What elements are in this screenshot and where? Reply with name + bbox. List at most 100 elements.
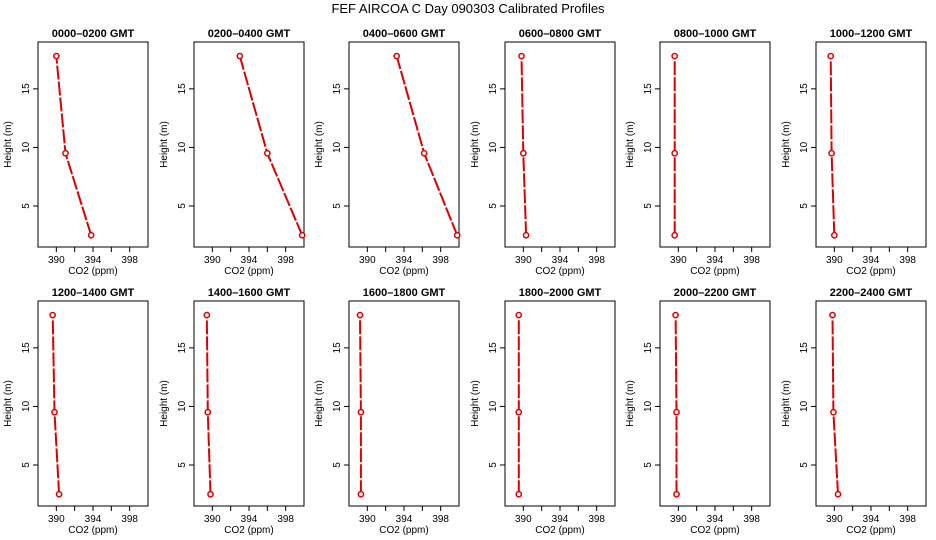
x-tick-label: 390 (670, 514, 687, 525)
y-tick-label: 5 (177, 462, 188, 468)
x-tick-label: 390 (515, 514, 532, 525)
x-tick-label: 398 (899, 514, 916, 525)
data-point (55, 490, 63, 498)
profile-line (829, 56, 836, 236)
y-axis-label: Height (m) (625, 380, 636, 427)
profile-line (395, 55, 459, 236)
chart-panel: 1600–1800 GMT 390 394 398 5 10 15 CO2 (ppm) Heig… (314, 287, 460, 536)
profile-line (238, 55, 304, 236)
x-tick-label: 394 (241, 514, 258, 525)
y-tick-label: 5 (332, 462, 343, 468)
x-axis-label: CO2 (ppm) (690, 525, 739, 536)
chart-panel: 0800–1000 GMT 390 394 398 5 10 15 CO2 (ppm) Heig… (625, 28, 771, 277)
y-tick-label: 5 (21, 462, 32, 468)
data-point (671, 231, 679, 239)
x-tick-label: 398 (588, 255, 605, 266)
data-point (828, 149, 835, 157)
data-point (519, 149, 527, 157)
x-tick-label: 398 (743, 255, 760, 266)
profile-line (520, 56, 528, 236)
y-tick-label: 5 (799, 462, 810, 468)
chart-panel: 1200–1400 GMT 390 394 398 5 10 15 CO2 (ppm) Heig… (3, 287, 149, 536)
figure-title: FEF AIRCOA C Day 090303 Calibrated Profi… (331, 1, 605, 16)
x-axis-label: CO2 (ppm) (846, 525, 895, 536)
data-point (62, 149, 69, 157)
panel-title: 0200–0400 GMT (208, 28, 291, 40)
x-tick-label: 398 (277, 514, 294, 525)
x-axis-label: CO2 (ppm) (379, 525, 428, 536)
data-point (515, 490, 523, 498)
profile-line (205, 315, 212, 495)
y-tick-label: 15 (799, 83, 810, 95)
x-tick-label: 394 (552, 255, 569, 266)
x-tick-label: 398 (588, 514, 605, 525)
data-point (673, 490, 680, 498)
x-axis-label: CO2 (ppm) (379, 266, 428, 277)
profile-line (674, 315, 678, 495)
y-axis-label: Height (m) (159, 380, 170, 427)
y-tick-label: 15 (21, 83, 32, 95)
panel-title: 0600–0800 GMT (519, 28, 602, 40)
panel-title: 0800–1000 GMT (674, 28, 757, 40)
y-tick-label: 15 (177, 342, 188, 354)
y-tick-label: 5 (643, 462, 654, 468)
y-tick-label: 10 (799, 400, 810, 412)
data-point (673, 408, 680, 416)
panel-title: 1800–2000 GMT (519, 287, 602, 299)
data-point (87, 231, 95, 239)
y-tick-label: 10 (643, 400, 654, 412)
x-tick-label: 390 (826, 255, 843, 266)
x-tick-label: 390 (826, 514, 843, 525)
plot-frame (37, 41, 149, 248)
y-axis-label: Height (m) (470, 121, 481, 168)
x-axis-label: CO2 (ppm) (224, 525, 273, 536)
data-point (356, 311, 364, 319)
chart-panel: 2200–2400 GMT 390 394 398 5 10 15 CO2 (ppm) Heig… (781, 287, 927, 536)
data-point (203, 311, 211, 319)
panel-title: 0400–0600 GMT (363, 28, 446, 40)
x-axis-label: CO2 (ppm) (68, 525, 117, 536)
plot-frame (348, 300, 460, 507)
data-point (453, 231, 461, 239)
data-point (672, 311, 679, 319)
x-tick-label: 390 (204, 255, 221, 266)
panel-title: 1200–1400 GMT (52, 287, 135, 299)
data-point (522, 231, 530, 239)
x-tick-label: 390 (204, 514, 221, 525)
y-axis-label: Height (m) (159, 121, 170, 168)
data-point (263, 149, 271, 157)
panel-title: 2200–2400 GMT (830, 287, 913, 299)
y-tick-label: 5 (332, 203, 343, 209)
panel-title: 1000–1200 GMT (830, 28, 913, 40)
data-point (671, 149, 679, 157)
y-tick-label: 15 (177, 83, 188, 95)
data-point (830, 231, 838, 239)
y-axis-label: Height (m) (470, 380, 481, 427)
y-tick-label: 10 (177, 141, 188, 153)
y-axis-label: Height (m) (781, 380, 792, 427)
x-tick-label: 394 (85, 514, 102, 525)
y-tick-label: 10 (643, 141, 654, 153)
y-tick-label: 5 (488, 462, 499, 468)
data-point (393, 52, 401, 60)
x-tick-label: 398 (432, 514, 449, 525)
data-point (207, 490, 214, 498)
x-tick-label: 394 (241, 255, 258, 266)
x-tick-label: 394 (863, 255, 880, 266)
chart-panel: 1000–1200 GMT 390 394 398 5 10 15 CO2 (ppm) Heig… (781, 28, 927, 277)
profile-line (359, 315, 362, 495)
y-axis-label: Height (m) (314, 380, 325, 427)
y-tick-label: 5 (488, 203, 499, 209)
chart-panel: 1400–1600 GMT 390 394 398 5 10 15 CO2 (ppm) Heig… (159, 287, 305, 536)
x-tick-label: 398 (899, 255, 916, 266)
y-tick-label: 10 (177, 400, 188, 412)
y-axis-label: Height (m) (3, 121, 14, 168)
data-point (420, 149, 428, 157)
x-axis-label: CO2 (ppm) (846, 266, 895, 277)
y-tick-label: 15 (488, 342, 499, 354)
y-tick-label: 5 (21, 203, 32, 209)
x-tick-label: 390 (359, 255, 376, 266)
data-point (298, 231, 306, 239)
y-axis-label: Height (m) (781, 121, 792, 168)
